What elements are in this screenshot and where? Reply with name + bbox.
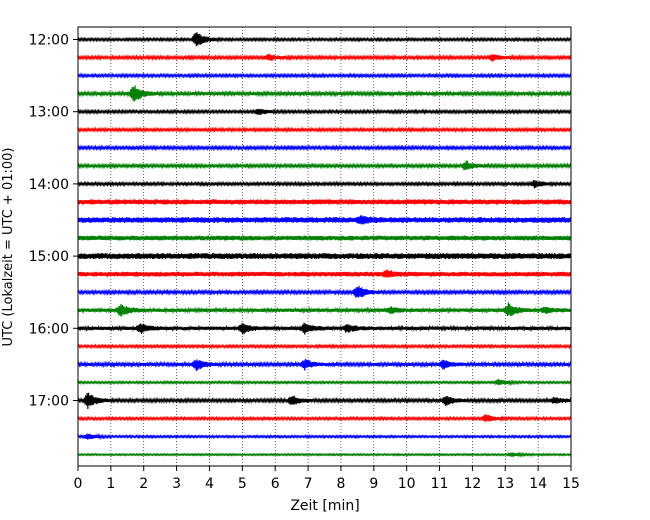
x-tick-label-14: 14 [529,476,547,492]
trace-1200 [77,32,572,47]
trace-1515 [77,269,572,278]
x-tick-label-1: 1 [106,476,115,492]
x-tick-label-4: 4 [205,476,214,492]
seismogram-traces [77,32,572,458]
plot-background [78,27,571,466]
x-tick-label-9: 9 [369,476,378,492]
trace-1315 [77,126,572,134]
x-tick-label-7: 7 [304,476,313,492]
x-tick-label-13: 13 [496,476,514,492]
trace-1345 [77,160,572,171]
trace-1445 [77,235,572,241]
trace-1645 [77,378,572,387]
x-tick-label-12: 12 [463,476,481,492]
x-tick-label-6: 6 [271,476,280,492]
trace-1245 [77,85,572,102]
y-tick-label-14:00: 14:00 [29,177,69,193]
trace-1230 [77,72,572,79]
y-tick-label-16:00: 16:00 [29,321,69,337]
x-tick-label-11: 11 [431,476,449,492]
trace-1215 [77,53,572,62]
y-tick-label-12:00: 12:00 [29,33,69,49]
trace-1615 [77,343,572,350]
x-axis-label: Zeit [min] [290,498,359,514]
trace-1415 [77,199,572,205]
trace-1500 [77,253,572,260]
trace-1630 [77,358,572,372]
y-axis-ticks: 12:00 13:00 14:00 15:00 16:00 17:00 [29,33,78,410]
trace-1745 [77,451,572,458]
trace-1600 [77,322,572,335]
trace-1730 [77,433,572,440]
x-tick-label-15: 15 [562,476,580,492]
trace-1700 [77,392,572,409]
y-tick-label-17:00: 17:00 [29,394,69,410]
x-axis-ticks: 0 1 2 3 4 5 6 7 8 9 10 11 12 13 14 15 [74,466,580,492]
y-tick-label-13:00: 13:00 [29,105,69,121]
trace-1400 [77,179,572,189]
trace-1430 [77,215,572,225]
x-tick-label-8: 8 [336,476,345,492]
x-tick-label-10: 10 [398,476,416,492]
x-tick-label-2: 2 [139,476,148,492]
trace-1330 [77,144,572,152]
trace-1715 [77,413,572,423]
grid-lines [110,27,539,466]
y-tick-label-15:00: 15:00 [29,249,69,265]
x-tick-label-5: 5 [238,476,247,492]
trace-1530 [77,285,572,298]
y-axis-label: UTC (Lokalzeit = UTC + 01:00) [1,148,16,347]
trace-1545 [77,302,572,317]
x-tick-label-0: 0 [74,476,83,492]
trace-1300 [77,108,572,116]
x-tick-label-3: 3 [172,476,181,492]
plot-frame [77,26,572,467]
